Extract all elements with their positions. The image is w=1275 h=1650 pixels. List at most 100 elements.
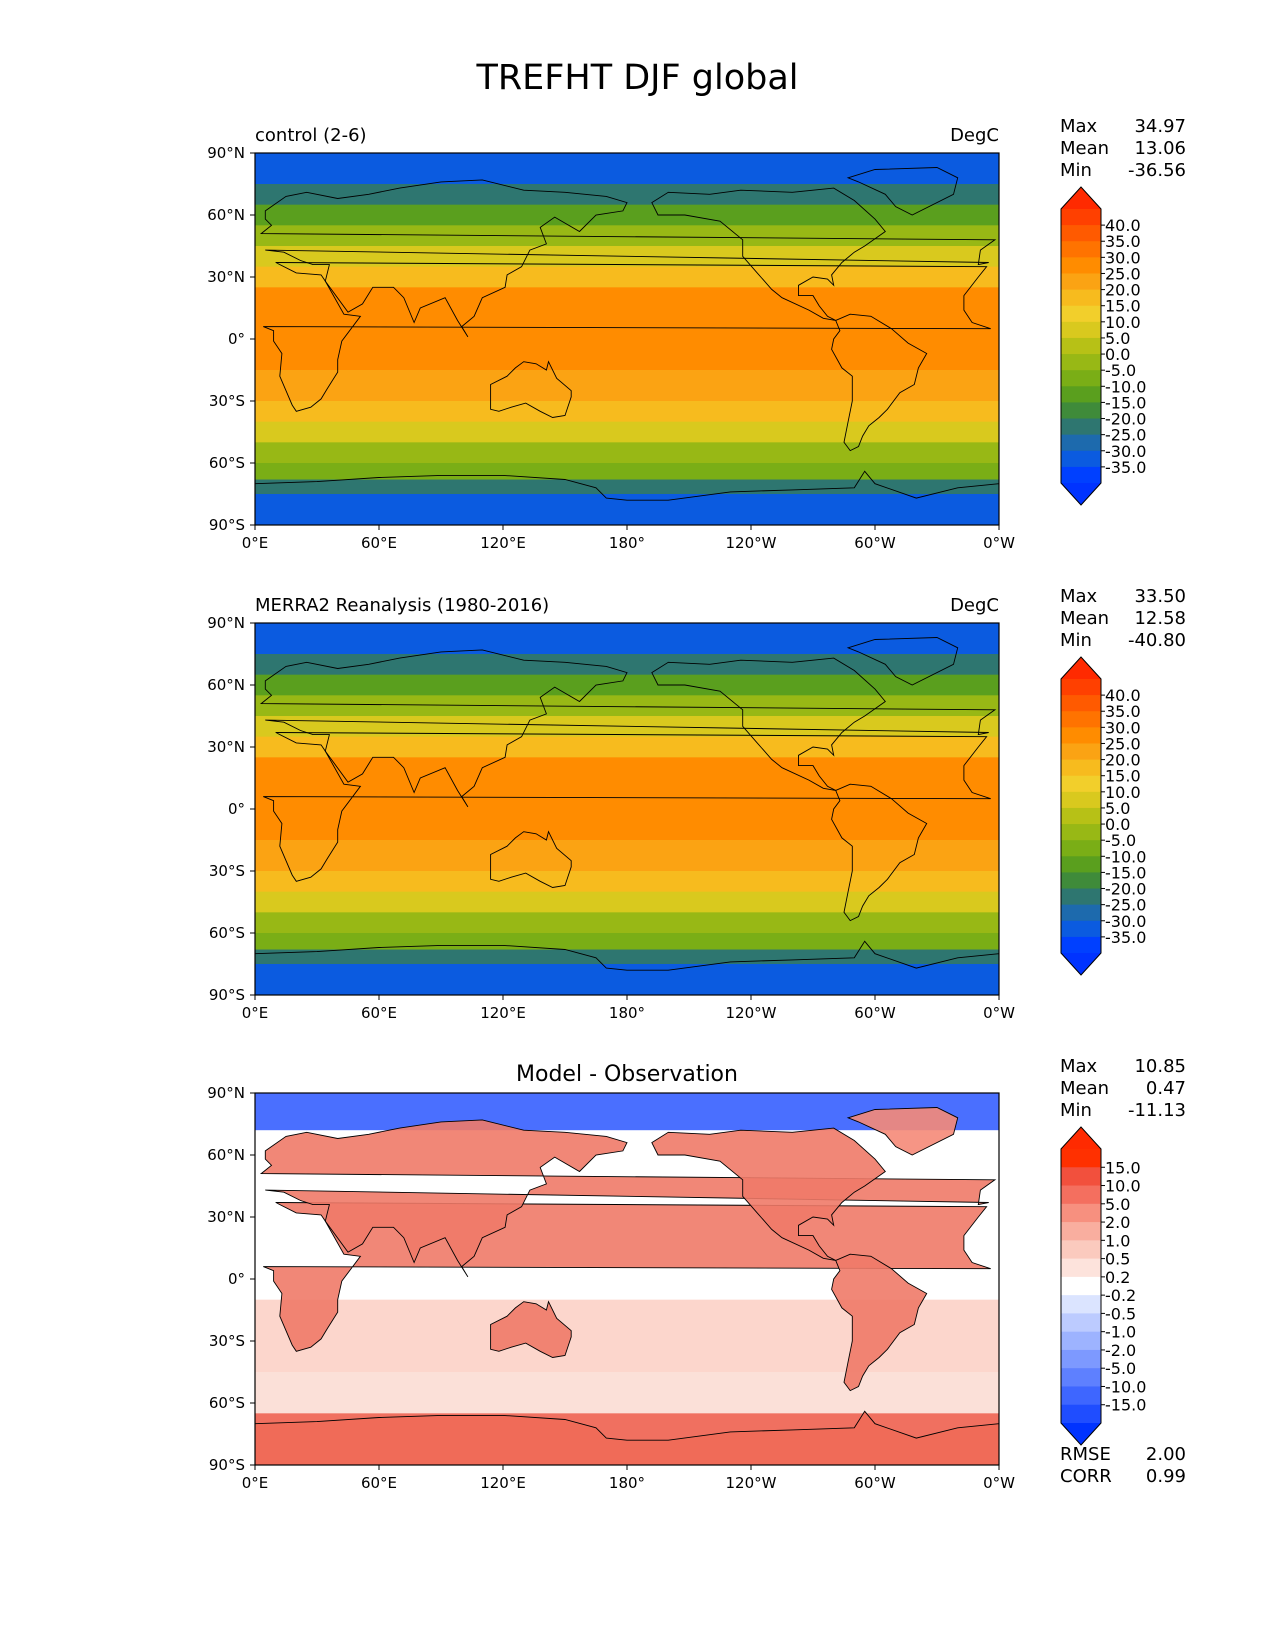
colorbar-label: -10.0 [1105, 847, 1146, 866]
colorbar-label: -15.0 [1105, 1396, 1146, 1415]
lat-tick-label: 0° [228, 800, 245, 818]
colorbar-swatch [1061, 743, 1101, 761]
colorbar-swatch [1061, 289, 1101, 307]
coastline-antarctica [255, 470, 999, 525]
colorbar-swatch [1061, 936, 1101, 954]
colorbar-label: 1.0 [1105, 1231, 1130, 1250]
stat-value: 34.97 [1134, 116, 1186, 137]
colorbar-outline [1060, 186, 1102, 506]
colorbar-swatch [1061, 1313, 1101, 1333]
coastline-greenland [846, 167, 959, 216]
colorbar-extend-min [1061, 483, 1101, 505]
colorbar-extend-max [1061, 657, 1101, 679]
colorbar-label: 40.0 [1105, 216, 1141, 235]
panel-left-title: MERRA2 Reanalysis (1980-2016) [255, 595, 549, 616]
colorbar-outline [1060, 1126, 1102, 1446]
lat-tick-label: 90°N [207, 614, 245, 632]
colorbar-label: 15.0 [1105, 767, 1141, 786]
stat-value: 10.85 [1134, 1056, 1186, 1077]
colorbar-label: 0.0 [1105, 815, 1130, 834]
colorbar-label: -15.0 [1105, 393, 1146, 412]
lat-tick-label: 60°N [207, 206, 245, 224]
stat-value: 13.06 [1134, 138, 1186, 159]
coastline-antarctica [255, 940, 999, 995]
colorbar-swatch [1061, 1295, 1101, 1314]
coastline-samerica [88, 1254, 183, 1390]
colorbar-label: 10.0 [1105, 783, 1141, 802]
colorbar-label: 15.0 [1105, 1158, 1141, 1177]
lon-tick-label: 0°W [983, 534, 1015, 552]
stat-value: 0.47 [1146, 1078, 1186, 1099]
colorbar-swatch [1061, 1149, 1101, 1168]
colorbar-swatch [1061, 434, 1101, 452]
stat-label: Mean [1060, 608, 1109, 629]
colorbar-swatch [1061, 711, 1101, 728]
stat-value: 33.50 [1134, 586, 1186, 607]
colorbar-label: 20.0 [1105, 751, 1141, 770]
colorbar-label: 2.0 [1105, 1213, 1130, 1232]
colorbar-extend-max [1061, 1127, 1101, 1149]
colorbar-label: 10.0 [1105, 1177, 1141, 1196]
colorbar-label: -15.0 [1105, 863, 1146, 882]
coastline-samerica [88, 314, 183, 450]
lat-tick-label: 30°N [207, 1208, 245, 1226]
lat-tick-label: 60°N [207, 1146, 245, 1164]
colorbar-label: 35.0 [1105, 232, 1141, 251]
colorbar-swatch [1061, 450, 1101, 468]
colorbar-swatch [1061, 727, 1101, 744]
colorbar-label: -20.0 [1105, 410, 1146, 429]
colorbar-swatch [1061, 824, 1101, 841]
colorbar-label: 30.0 [1105, 248, 1141, 267]
coastline-greenland [846, 637, 959, 686]
lon-tick-label: 0°E [242, 1004, 269, 1022]
panel-left-title: control (2-6) [255, 125, 367, 146]
colorbar-label: 0.5 [1105, 1250, 1130, 1269]
colorbar-label: 25.0 [1105, 734, 1141, 753]
coastline-samerica [88, 784, 183, 920]
colorbar-swatch [1061, 888, 1101, 906]
stat-label: Min [1060, 630, 1092, 651]
colorbar: 15.010.05.02.01.00.50.2-0.2-0.5-1.0-2.0-… [1060, 1126, 1146, 1446]
coastline-eurasia [259, 1119, 997, 1278]
colorbar-swatch [1061, 273, 1101, 291]
lon-tick-label: 120°W [726, 1474, 777, 1492]
coastline-samerica [831, 313, 928, 452]
lon-tick-label: 120°E [480, 1474, 526, 1492]
lon-tick-label: 0°E [242, 1474, 269, 1492]
panel-units: DegC [950, 125, 999, 146]
colorbar-swatch [1061, 920, 1101, 938]
colorbar-swatch [1061, 856, 1101, 873]
coastline-eurasia [259, 179, 997, 338]
colorbar-swatch [1061, 370, 1101, 387]
colorbar-outline [1060, 656, 1102, 976]
coastline-eurasia [1005, 1120, 1275, 1277]
colorbar-label: 40.0 [1105, 686, 1141, 705]
lon-tick-label: 60°E [361, 534, 397, 552]
extra-stat-value: 0.99 [1146, 1466, 1186, 1487]
lat-tick-label: 90°S [209, 516, 245, 534]
stat-label: Max [1060, 586, 1098, 607]
coastline-eurasia [0, 1120, 251, 1277]
coastline-africa [263, 262, 991, 412]
lon-tick-label: 60°E [361, 1474, 397, 1492]
lat-tick-label: 30°S [209, 392, 245, 410]
lat-tick-label: 0° [228, 1270, 245, 1288]
coastline-africa [263, 732, 991, 882]
coastline-namerica [0, 188, 141, 320]
colorbar-swatch [1061, 386, 1101, 403]
figure-title: TREFHT DJF global [476, 58, 799, 98]
coastline-antarctica [998, 953, 999, 995]
colorbar-extend-min [1061, 1423, 1101, 1445]
lon-tick-label: 180° [609, 1004, 645, 1022]
stat-label: Mean [1060, 1078, 1109, 1099]
colorbar-label: -5.0 [1105, 1359, 1136, 1378]
coastline-namerica [651, 657, 886, 791]
coastline-antarctica [998, 483, 999, 525]
lat-tick-label: 30°S [209, 1332, 245, 1350]
colorbar-swatch [1061, 1331, 1101, 1351]
colorbar-swatch [1061, 679, 1101, 696]
colorbar-label: 5.0 [1105, 329, 1130, 348]
lat-tick-label: 60°S [209, 924, 245, 942]
lon-tick-label: 120°W [726, 1004, 777, 1022]
colorbar-swatch [1061, 1349, 1101, 1369]
